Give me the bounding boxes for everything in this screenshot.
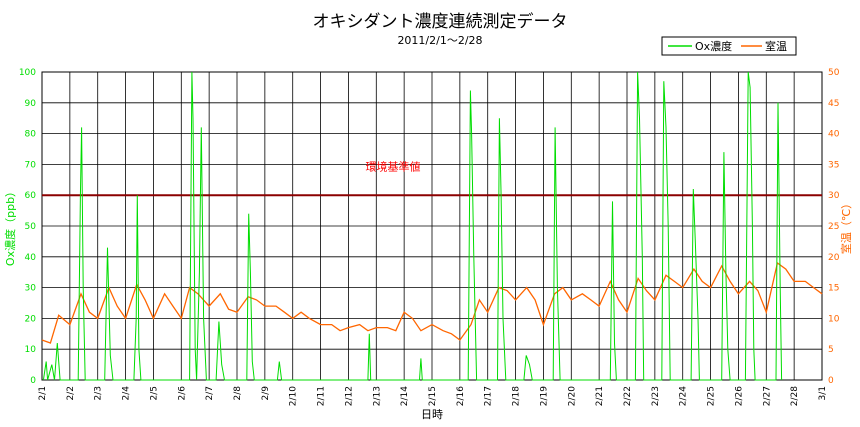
x-axis-label: 日時 (421, 408, 443, 421)
legend-ox-label: Ox濃度 (695, 39, 732, 53)
y-ticks-left: 0 10 20 30 40 50 60 70 80 90 100 (19, 68, 36, 386)
y-tick-left: 20 (25, 314, 37, 324)
reference-line-label: 環境基準値 (366, 160, 421, 174)
y-tick-right: 25 (828, 222, 839, 232)
y-tick-left: 0 (30, 376, 36, 386)
legend-box (661, 36, 797, 56)
y-tick-left: 40 (25, 253, 37, 263)
y-axis-label-right: 室温（℃） (839, 198, 853, 254)
y-tick-left: 10 (25, 345, 37, 355)
x-tick: 2/2 (66, 386, 76, 400)
series-temp-line (41, 261, 823, 344)
y-tick-right: 35 (828, 160, 839, 170)
y-tick-right: 50 (828, 68, 840, 78)
x-tick: 2/28 (790, 386, 800, 406)
x-tick: 2/10 (289, 386, 299, 406)
y-tick-right: 20 (828, 253, 840, 263)
y-tick-left: 80 (25, 130, 37, 140)
x-tick: 2/13 (372, 386, 382, 406)
x-tick: 2/24 (679, 386, 689, 406)
y-ticks-right: 0 5 10 15 20 25 30 35 40 45 50 (828, 68, 840, 386)
x-tick: 2/7 (205, 386, 215, 400)
x-tick: 2/14 (400, 386, 410, 406)
grid (41, 71, 823, 381)
legend-temp-label: 室温 (765, 39, 787, 53)
x-tick: 3/1 (818, 386, 828, 400)
x-tick: 2/16 (456, 386, 466, 406)
x-tick: 2/3 (94, 386, 104, 400)
x-tick: 2/27 (762, 386, 772, 406)
y-tick-left: 60 (25, 191, 37, 201)
x-tick: 2/26 (734, 386, 744, 406)
y-tick-left: 30 (25, 284, 37, 294)
legend: Ox濃度 室温 (661, 36, 797, 56)
y-tick-right: 10 (828, 314, 840, 324)
y-axis-label-left: Ox濃度（ppb） (3, 186, 17, 266)
x-tick: 2/18 (512, 386, 522, 406)
y-tick-left: 100 (19, 68, 36, 78)
x-tick: 2/23 (651, 386, 661, 406)
x-tick: 2/6 (177, 386, 187, 401)
x-tick: 2/4 (122, 386, 132, 401)
y-tick-left: 90 (25, 99, 37, 109)
x-tick: 2/1 (38, 386, 48, 400)
series-ox-line (42, 71, 783, 381)
y-tick-right: 30 (828, 191, 840, 201)
x-tick: 2/11 (317, 386, 327, 406)
y-tick-right: 0 (828, 376, 834, 386)
x-tick: 2/8 (233, 386, 243, 401)
x-tick: 2/21 (595, 386, 605, 406)
x-tick: 2/9 (261, 386, 271, 401)
y-tick-right: 15 (828, 284, 839, 294)
y-tick-right: 40 (828, 130, 840, 140)
x-tick: 2/15 (428, 386, 438, 406)
chart-subtitle: 2011/2/1～2/28 (397, 34, 482, 47)
chart-title: オキシダント濃度連続測定データ (313, 11, 568, 32)
x-tick: 2/12 (344, 386, 354, 406)
x-tick: 2/19 (539, 386, 549, 406)
y-tick-right: 5 (828, 345, 834, 355)
x-ticks: 2/1 2/2 2/3 2/4 2/5 2/6 2/7 2/8 2/9 2/10 2/11 2/12 2… (38, 386, 828, 406)
x-tick: 2/5 (149, 386, 159, 400)
y-tick-left: 70 (25, 160, 37, 170)
x-tick: 2/22 (623, 386, 633, 406)
x-tick: 2/20 (567, 386, 577, 406)
x-tick: 2/25 (707, 386, 717, 406)
y-tick-right: 45 (828, 99, 839, 109)
x-tick: 2/17 (484, 386, 494, 406)
y-tick-left: 50 (25, 222, 37, 232)
